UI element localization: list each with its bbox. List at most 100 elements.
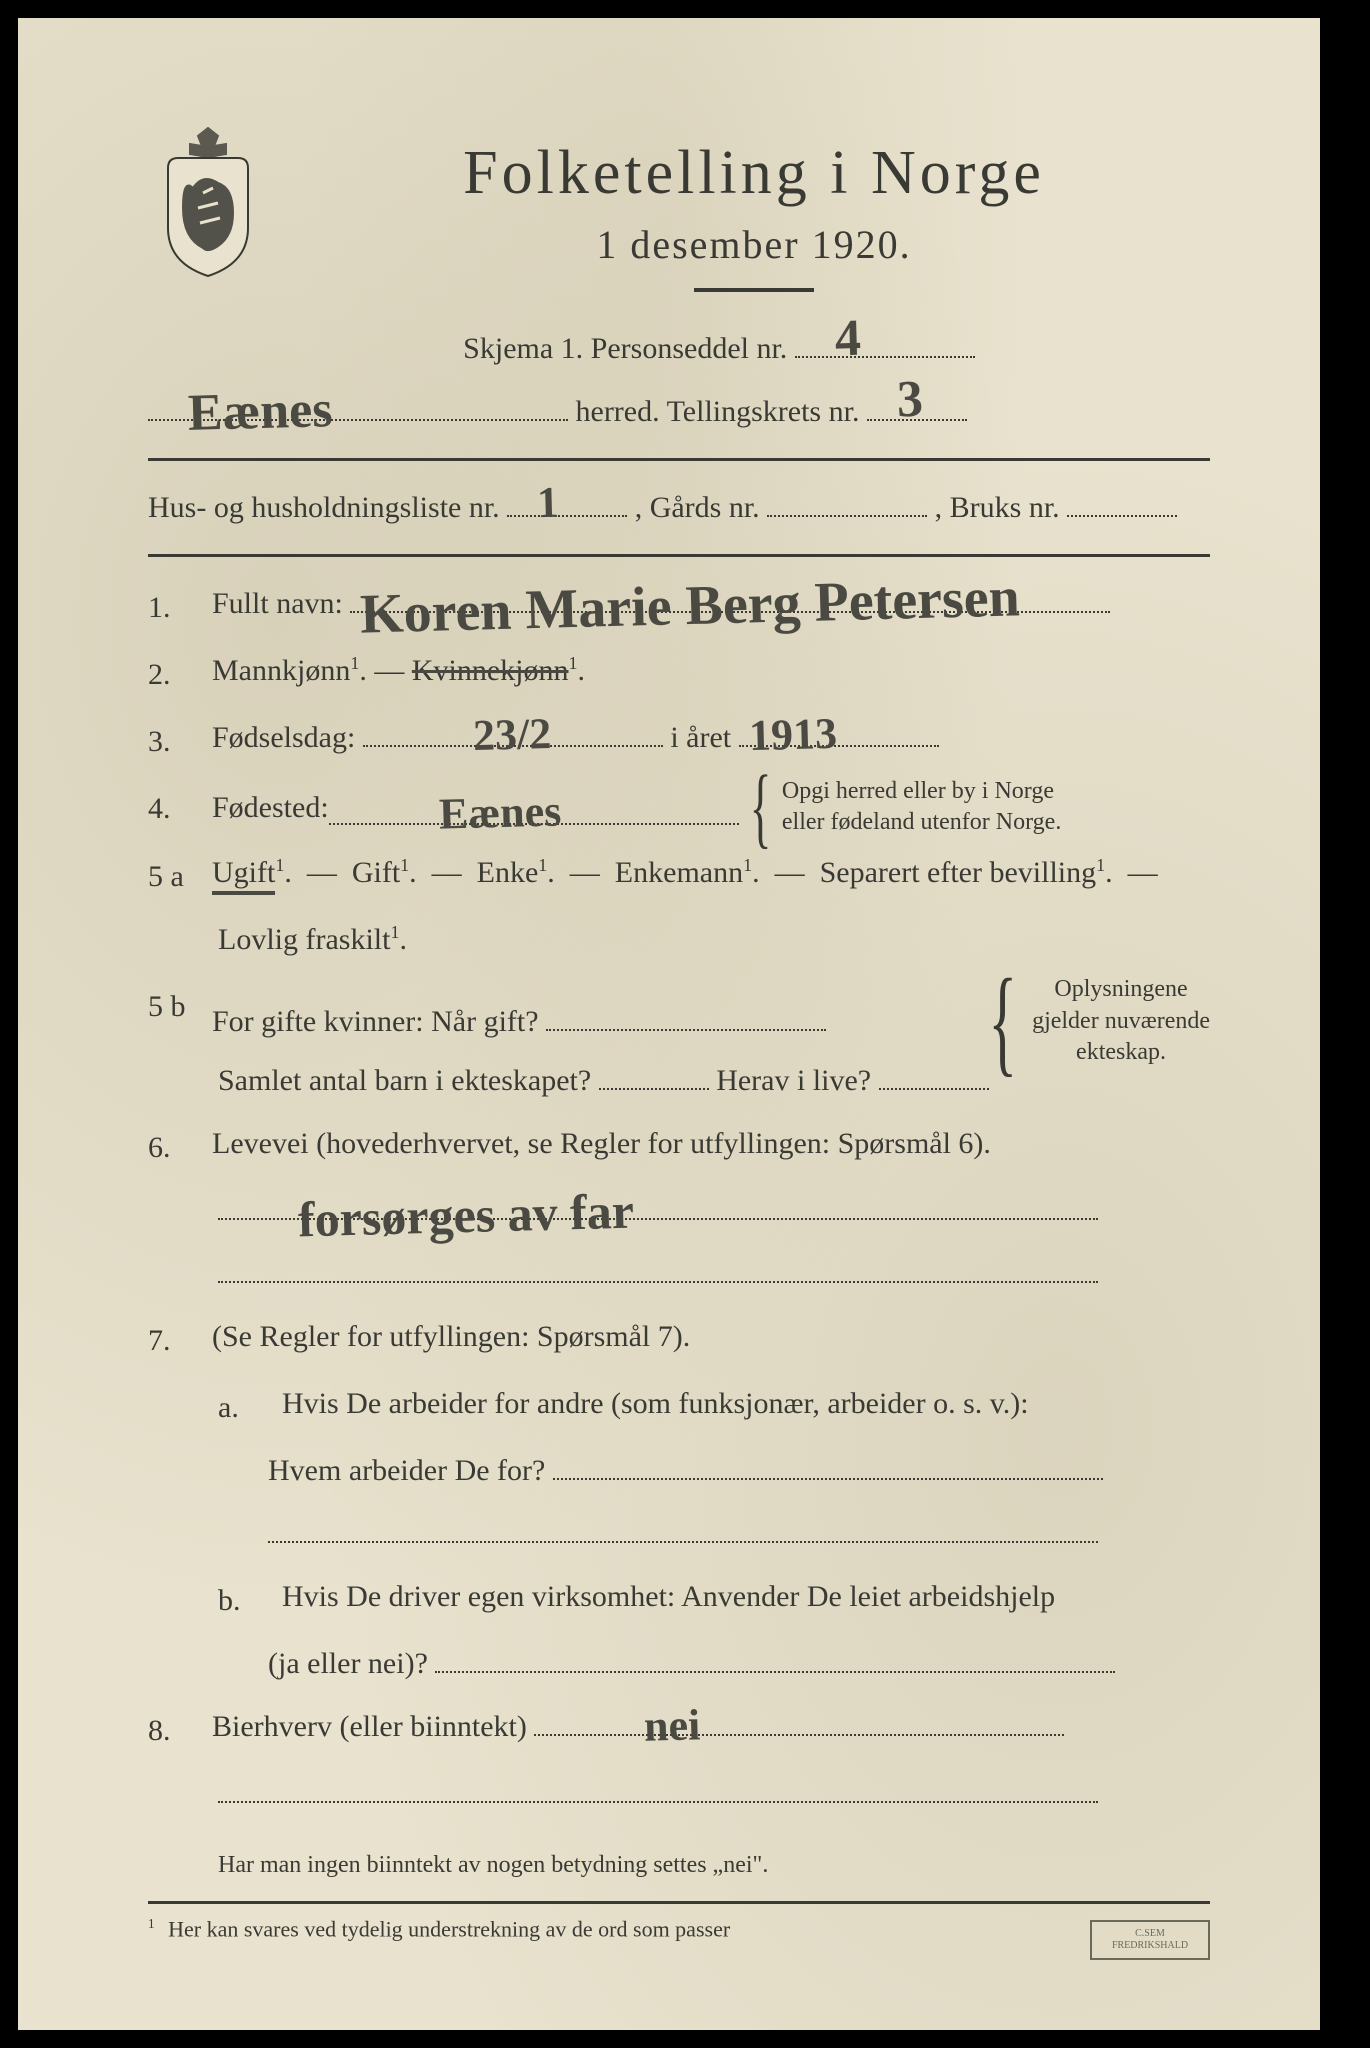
q3-num: 3.: [148, 709, 212, 770]
q5a-num: 5 a: [148, 844, 212, 905]
q7a-blank: [148, 1505, 1210, 1562]
q5b-row2: Samlet antal barn i ekteskapet? Herav i …: [148, 1052, 1210, 1109]
footer-legend-text: Her kan svares ved tydelig understreknin…: [168, 1916, 730, 1941]
q8-label: Bierhverv (eller biinntekt): [212, 1710, 527, 1743]
printer-stamp: C.SEM FREDRIKSHALD: [1090, 1920, 1210, 1960]
divider: [148, 554, 1210, 557]
birthyear-field: 1913: [739, 711, 939, 747]
q1-num: 1.: [148, 575, 212, 636]
bierhverv-field-2: [218, 1767, 1098, 1803]
gards-field: [767, 481, 927, 517]
skjema-label: Skjema 1. Personseddel nr.: [463, 332, 787, 365]
household-label-2: , Gårds nr.: [635, 491, 760, 524]
q5a-ugift: Ugift: [212, 856, 275, 895]
q5b-l2a: Samlet antal barn i ekteskapet?: [218, 1064, 591, 1097]
birthday-field: 23/2: [363, 711, 663, 747]
q5b-l2b: Herav i live?: [716, 1064, 871, 1097]
q4-row: 4. Fødested: Eænes { Opgi herred eller b…: [148, 776, 1210, 838]
hushold-field: 1: [507, 481, 627, 517]
footer-note: Har man ingen biinntekt av nogen betydni…: [148, 1852, 1210, 1879]
household-line: Hus- og husholdningsliste nr. 1 , Gårds …: [148, 479, 1210, 536]
q8-row: 8. Bierhverv (eller biinntekt) nei: [148, 1698, 1210, 1759]
q7b-l2: (ja eller nei)?: [268, 1647, 428, 1680]
occupation-field-2: [218, 1247, 1098, 1283]
herred-line: Eænes herred. Tellingskrets nr. 3: [148, 383, 1210, 440]
household-label-1: Hus- og husholdningsliste nr.: [148, 491, 500, 524]
q8-blank: [148, 1765, 1210, 1822]
title-block: Folketelling i Norge 1 desember 1920.: [298, 128, 1210, 310]
footer-divider: [148, 1901, 1210, 1904]
q6-num: 6.: [148, 1115, 212, 1176]
q5a-fraskilt: Lovlig fraskilt: [218, 923, 390, 956]
q7a-row2: Hvem arbeider De for?: [148, 1442, 1210, 1499]
q7b-num: b.: [218, 1568, 282, 1629]
document-paper: Folketelling i Norge 1 desember 1920. Sk…: [18, 18, 1320, 2030]
skjema-line: Skjema 1. Personseddel nr. 4: [148, 320, 1210, 377]
footer-legend: 1 Her kan svares ved tydelig understrekn…: [148, 1916, 1210, 1942]
q4-note: Opgi herred eller by i Norge eller fødel…: [782, 776, 1061, 838]
q7a-num: a.: [218, 1375, 282, 1436]
q6-label: Levevei (hovederhvervet, se Regler for u…: [212, 1115, 1210, 1172]
q6-answer-row: forsørges av far: [148, 1182, 1210, 1239]
birthday-value: 23/2: [472, 692, 552, 778]
q2-opt-kvinne: Kvinnekjønn: [412, 654, 569, 687]
q6-blank2: [148, 1245, 1210, 1302]
page-background: Folketelling i Norge 1 desember 1920. Sk…: [0, 0, 1370, 2048]
occupation-field: forsørges av far: [218, 1184, 1098, 1220]
q7-label: (Se Regler for utfyllingen: Spørsmål 7).: [212, 1308, 1210, 1365]
q5a-tail-row: Lovlig fraskilt1.: [148, 911, 1210, 968]
q7a-field-2: [268, 1507, 1098, 1543]
divider: [148, 458, 1210, 461]
q7b-row2: (ja eller nei)?: [148, 1635, 1210, 1692]
q5a-separert: Separert efter bevilling: [820, 856, 1097, 889]
q7a-field: [553, 1444, 1103, 1480]
bierhverv-field: nei: [534, 1700, 1064, 1736]
hushold-value: 1: [536, 461, 560, 545]
q7b-l1: Hvis De driver egen virksomhet: Anvender…: [282, 1568, 1210, 1625]
q7b-row: b. Hvis De driver egen virksomhet: Anven…: [148, 1568, 1210, 1629]
q5b-gift-field: [546, 995, 826, 1031]
coat-of-arms-icon: [148, 118, 268, 278]
herred-label: herred. Tellingskrets nr.: [576, 395, 860, 428]
q6-row: 6. Levevei (hovederhvervet, se Regler fo…: [148, 1115, 1210, 1176]
q5b-l1: For gifte kvinner: Når gift?: [212, 1005, 539, 1038]
q5b-live-field: [879, 1054, 989, 1090]
herred-field: Eænes: [148, 385, 568, 421]
document-content: Folketelling i Norge 1 desember 1920. Sk…: [18, 18, 1320, 2002]
q3-label: Fødselsdag:: [212, 721, 355, 754]
q5a-enkemann: Enkemann: [615, 856, 743, 889]
q3-mid: i året: [670, 721, 731, 754]
q2-opt-mann: Mannkjønn: [212, 654, 350, 687]
footer-sup: 1: [148, 1916, 155, 1931]
bruks-field: [1067, 481, 1177, 517]
document-date: 1 desember 1920.: [298, 221, 1210, 268]
q4-label: Fødested:: [212, 779, 329, 836]
q5b-num: 5 b: [148, 974, 212, 1035]
q3-row: 3. Fødselsdag: 23/2 i året 1913: [148, 709, 1210, 770]
name-field: Koren Marie Berg Petersen: [350, 577, 1110, 613]
q5a-enke: Enke: [477, 856, 539, 889]
q7b-field: [435, 1637, 1115, 1673]
document-title: Folketelling i Norge: [298, 138, 1210, 209]
brace-icon: {: [989, 991, 1018, 1051]
household-label-3: , Bruks nr.: [935, 491, 1060, 524]
q2-row: 2. Mannkjønn1. — Kvinnekjønn1.: [148, 642, 1210, 703]
q2-num: 2.: [148, 642, 212, 703]
birthplace-field: Eænes: [329, 789, 739, 825]
q8-num: 8.: [148, 1698, 212, 1759]
personseddel-field: 4: [795, 322, 975, 358]
q5a-row: 5 a Ugift1. — Gift1. — Enke1. — Enkemann…: [148, 844, 1210, 905]
bierhverv-value: nei: [643, 1683, 701, 1768]
q7-num: 7.: [148, 1308, 212, 1369]
birthplace-value: Eænes: [438, 770, 562, 857]
q7a-l1: Hvis De arbeider for andre (som funksjon…: [282, 1375, 1210, 1432]
q1-row: 1. Fullt navn: Koren Marie Berg Petersen: [148, 575, 1210, 636]
q5b-barn-field: [599, 1054, 709, 1090]
brace-icon: {: [749, 785, 771, 830]
title-divider: [694, 288, 814, 292]
q5a-gift: Gift: [352, 856, 400, 889]
tellingskrets-field: 3: [867, 385, 967, 421]
q7-row: 7. (Se Regler for utfyllingen: Spørsmål …: [148, 1308, 1210, 1369]
q7a-row: a. Hvis De arbeider for andre (som funks…: [148, 1375, 1210, 1436]
q1-label: Fullt navn:: [212, 587, 343, 620]
